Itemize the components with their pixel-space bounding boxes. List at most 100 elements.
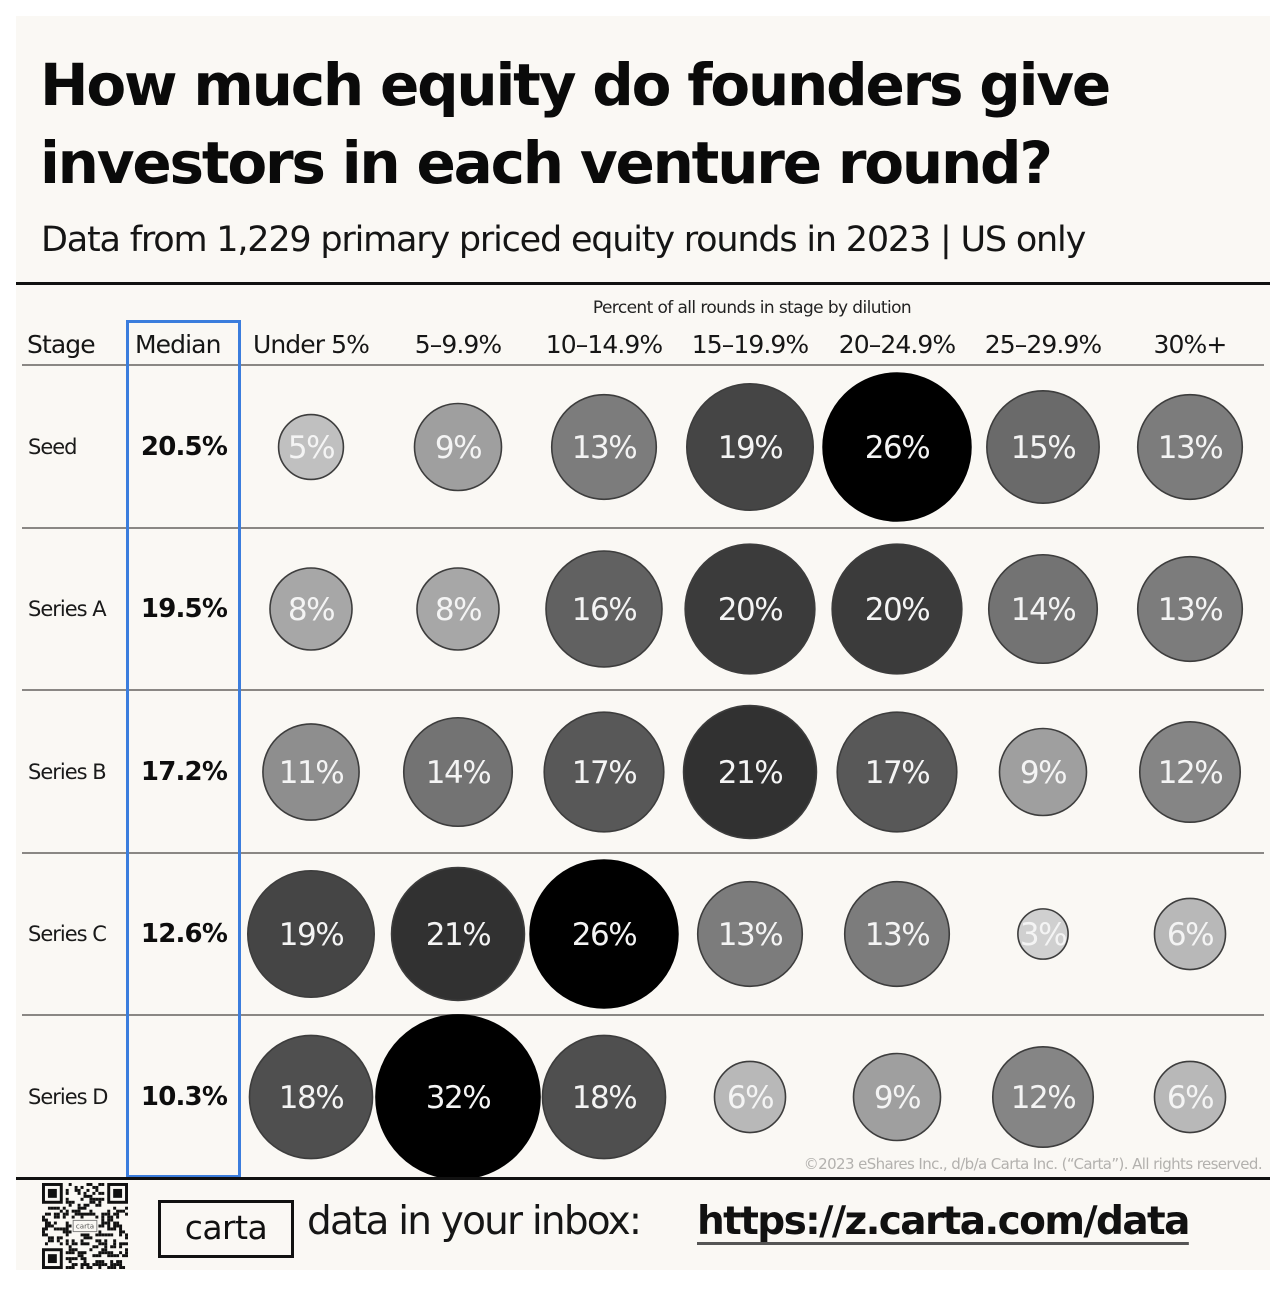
- bubble: 6%: [1153, 1060, 1227, 1134]
- column-header-category: Under 5%: [252, 330, 370, 359]
- bubble-value-label: 9%: [874, 1080, 920, 1116]
- bubble-circle: [684, 543, 816, 675]
- bubble: 20%: [831, 543, 963, 675]
- bubble: 14%: [402, 716, 514, 828]
- bubble-circle: [987, 553, 1099, 665]
- median-value: 10.3%: [140, 1082, 228, 1112]
- bubble-value-label: 8%: [288, 592, 334, 628]
- bubble-circle: [682, 704, 818, 840]
- bubble-circle: [262, 723, 360, 821]
- bubble: 26%: [529, 859, 679, 1009]
- bubble: 17%: [836, 711, 958, 833]
- column-header-stage: Stage: [27, 330, 96, 359]
- bubble-circle: [545, 550, 663, 668]
- bubble-value-label: 21%: [718, 755, 782, 791]
- bubble: 13%: [843, 880, 951, 988]
- bubble-value-label: 9%: [435, 430, 481, 466]
- bubble-value-label: 26%: [572, 917, 636, 953]
- bubble-value-label: 19%: [279, 917, 343, 953]
- qr-code-icon[interactable]: carta: [42, 1183, 128, 1269]
- stage-label: Seed: [28, 435, 77, 459]
- bubble-value-label: 15%: [1011, 430, 1075, 466]
- bubble-value-label: 19%: [718, 430, 782, 466]
- bubble: 15%: [986, 390, 1100, 504]
- bubble: 6%: [1153, 897, 1227, 971]
- bubble-circle: [543, 711, 665, 833]
- column-header-category: 25–29.9%: [984, 330, 1102, 359]
- bubble-value-label: 13%: [1158, 430, 1222, 466]
- bubble-circle: [831, 543, 963, 675]
- row-divider: [22, 852, 1264, 854]
- bubble-circle: [852, 1052, 942, 1142]
- bubble-value-label: 9%: [1020, 755, 1066, 791]
- bubble-value-label: 32%: [426, 1080, 490, 1116]
- median-value: 12.6%: [140, 919, 228, 949]
- bubble-value-label: 8%: [435, 592, 481, 628]
- carta-logo: carta: [158, 1200, 294, 1258]
- bubble-circle: [248, 1034, 374, 1160]
- bubble-value-label: 13%: [718, 917, 782, 953]
- median-highlight-box: [126, 320, 241, 1178]
- bubble-circle: [246, 869, 376, 999]
- stage-label: Series C: [28, 922, 107, 946]
- bubble-circle: [541, 1034, 667, 1160]
- stage-label: Series B: [28, 760, 107, 784]
- median-value: 19.5%: [140, 594, 228, 624]
- bubble-value-label: 12%: [1158, 755, 1222, 791]
- axis-label: Percent of all rounds in stage by diluti…: [592, 298, 912, 318]
- bubble-circle: [998, 727, 1088, 817]
- median-value: 20.5%: [140, 432, 228, 462]
- bubble: 3%: [1017, 908, 1069, 960]
- bubble-circle: [991, 1045, 1095, 1149]
- header-underline: [22, 364, 1264, 366]
- bubble-circle: [713, 1060, 787, 1134]
- bubble-value-label: 3%: [1020, 917, 1066, 953]
- bubble: 9%: [998, 727, 1088, 817]
- bubble: 19%: [685, 382, 815, 512]
- bubble-circle: [1136, 555, 1244, 663]
- bubble: 17%: [543, 711, 665, 833]
- bubble-circle: [277, 413, 345, 481]
- bubble: 11%: [262, 723, 360, 821]
- bubble-value-label: 12%: [1011, 1080, 1075, 1116]
- bubble-value-label: 20%: [718, 592, 782, 628]
- bubble-circle: [1153, 1060, 1227, 1134]
- column-header-category: 20–24.9%: [838, 330, 956, 359]
- row-divider: [22, 1014, 1264, 1016]
- bubble-circle: [1153, 897, 1227, 971]
- bubble: 8%: [416, 567, 500, 651]
- bubble-value-label: 14%: [1011, 592, 1075, 628]
- footer-divider: [16, 1177, 1270, 1180]
- bubble: 12%: [991, 1045, 1095, 1149]
- bubble-value-label: 18%: [572, 1080, 636, 1116]
- bubble-value-label: 6%: [1167, 1080, 1213, 1116]
- bubble-circle: [529, 859, 679, 1009]
- bubble: 14%: [987, 553, 1099, 665]
- header-divider: [16, 282, 1270, 285]
- bubble-value-label: 11%: [279, 755, 343, 791]
- bubble: 13%: [696, 880, 804, 988]
- bubble-circle: [269, 567, 353, 651]
- bubble: 13%: [1136, 555, 1244, 663]
- bubble: 18%: [541, 1034, 667, 1160]
- column-header-category: 30%+: [1153, 330, 1228, 359]
- bubble-circle: [685, 382, 815, 512]
- bubble-circle: [986, 390, 1100, 504]
- bubble-value-label: 21%: [426, 917, 490, 953]
- stage-label: Series D: [28, 1085, 108, 1109]
- bubble-value-label: 18%: [279, 1080, 343, 1116]
- bubble: 12%: [1138, 720, 1242, 824]
- bubble: 5%: [277, 413, 345, 481]
- column-header-median: Median: [135, 330, 221, 359]
- bubble-circle: [843, 880, 951, 988]
- bubble-value-label: 6%: [1167, 917, 1213, 953]
- bubble: 21%: [390, 866, 526, 1002]
- column-header-category: 10–14.9%: [545, 330, 663, 359]
- bubble: 6%: [713, 1060, 787, 1134]
- carta-logo-text: carta: [184, 1207, 268, 1247]
- svg-text:carta: carta: [76, 1221, 94, 1230]
- newsletter-link[interactable]: https://z.carta.com/data: [697, 1199, 1190, 1244]
- bubble: 13%: [1136, 393, 1244, 501]
- bubble: 19%: [246, 869, 376, 999]
